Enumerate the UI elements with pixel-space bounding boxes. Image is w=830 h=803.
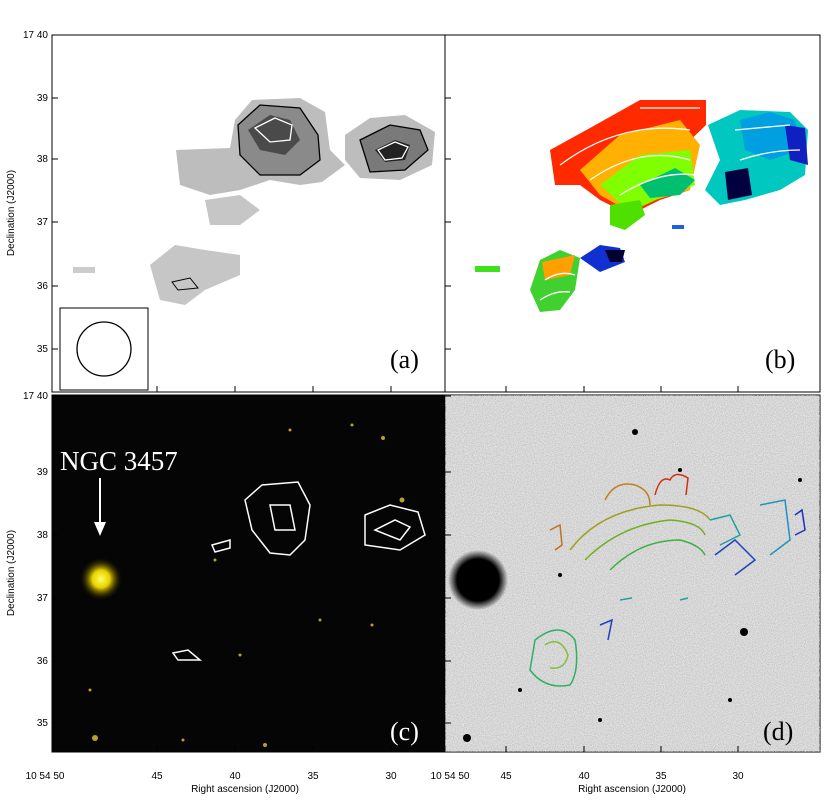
- y-tick-label: 39: [37, 467, 49, 478]
- y-axis-title: Declination (J2000): [6, 530, 17, 616]
- y-tick-label: 17 40: [23, 30, 48, 41]
- annotation: NGC 3457: [60, 446, 178, 476]
- x-axis-title: Right ascension (J2000): [578, 784, 686, 795]
- y-tick-label: 38: [37, 530, 49, 541]
- x-axis-title: Right ascension (J2000): [191, 784, 299, 795]
- panel-a: (a): [51, 34, 446, 393]
- y-tick-label: 37: [37, 217, 49, 228]
- panel-label: (c): [390, 717, 419, 746]
- x-tick-label: 40: [229, 771, 241, 782]
- x-tick-label: 35: [655, 771, 667, 782]
- y-tick-label: 36: [37, 656, 49, 667]
- x-tick-label: 40: [578, 771, 590, 782]
- x-tick-label: 30: [385, 771, 397, 782]
- y-tick-label: 37: [37, 593, 49, 604]
- panel-label: (b): [765, 345, 795, 374]
- y-tick-label: 39: [37, 93, 49, 104]
- x-tick-label: 35: [307, 771, 319, 782]
- x-tick-label: 30: [732, 771, 744, 782]
- y-tick-label: 35: [37, 718, 49, 729]
- panel-b: (b): [444, 34, 821, 393]
- y-tick-label: 36: [37, 281, 49, 292]
- panel-label: (a): [390, 345, 419, 374]
- panel-label: (d): [763, 717, 793, 746]
- panel-c: NGC 3457 (c): [51, 394, 446, 753]
- x-tick-label: 45: [151, 771, 163, 782]
- y-tick-label: 17 40: [23, 391, 48, 402]
- x-tick-label: 10 54 50: [26, 771, 65, 782]
- x-tick-label: 10 54 50: [431, 771, 470, 782]
- y-tick-label: 38: [37, 154, 49, 165]
- y-axis-title: Declination (J2000): [6, 170, 17, 256]
- x-tick-label: 45: [500, 771, 512, 782]
- y-tick-label: 35: [37, 344, 49, 355]
- panel-d: (d): [444, 394, 821, 753]
